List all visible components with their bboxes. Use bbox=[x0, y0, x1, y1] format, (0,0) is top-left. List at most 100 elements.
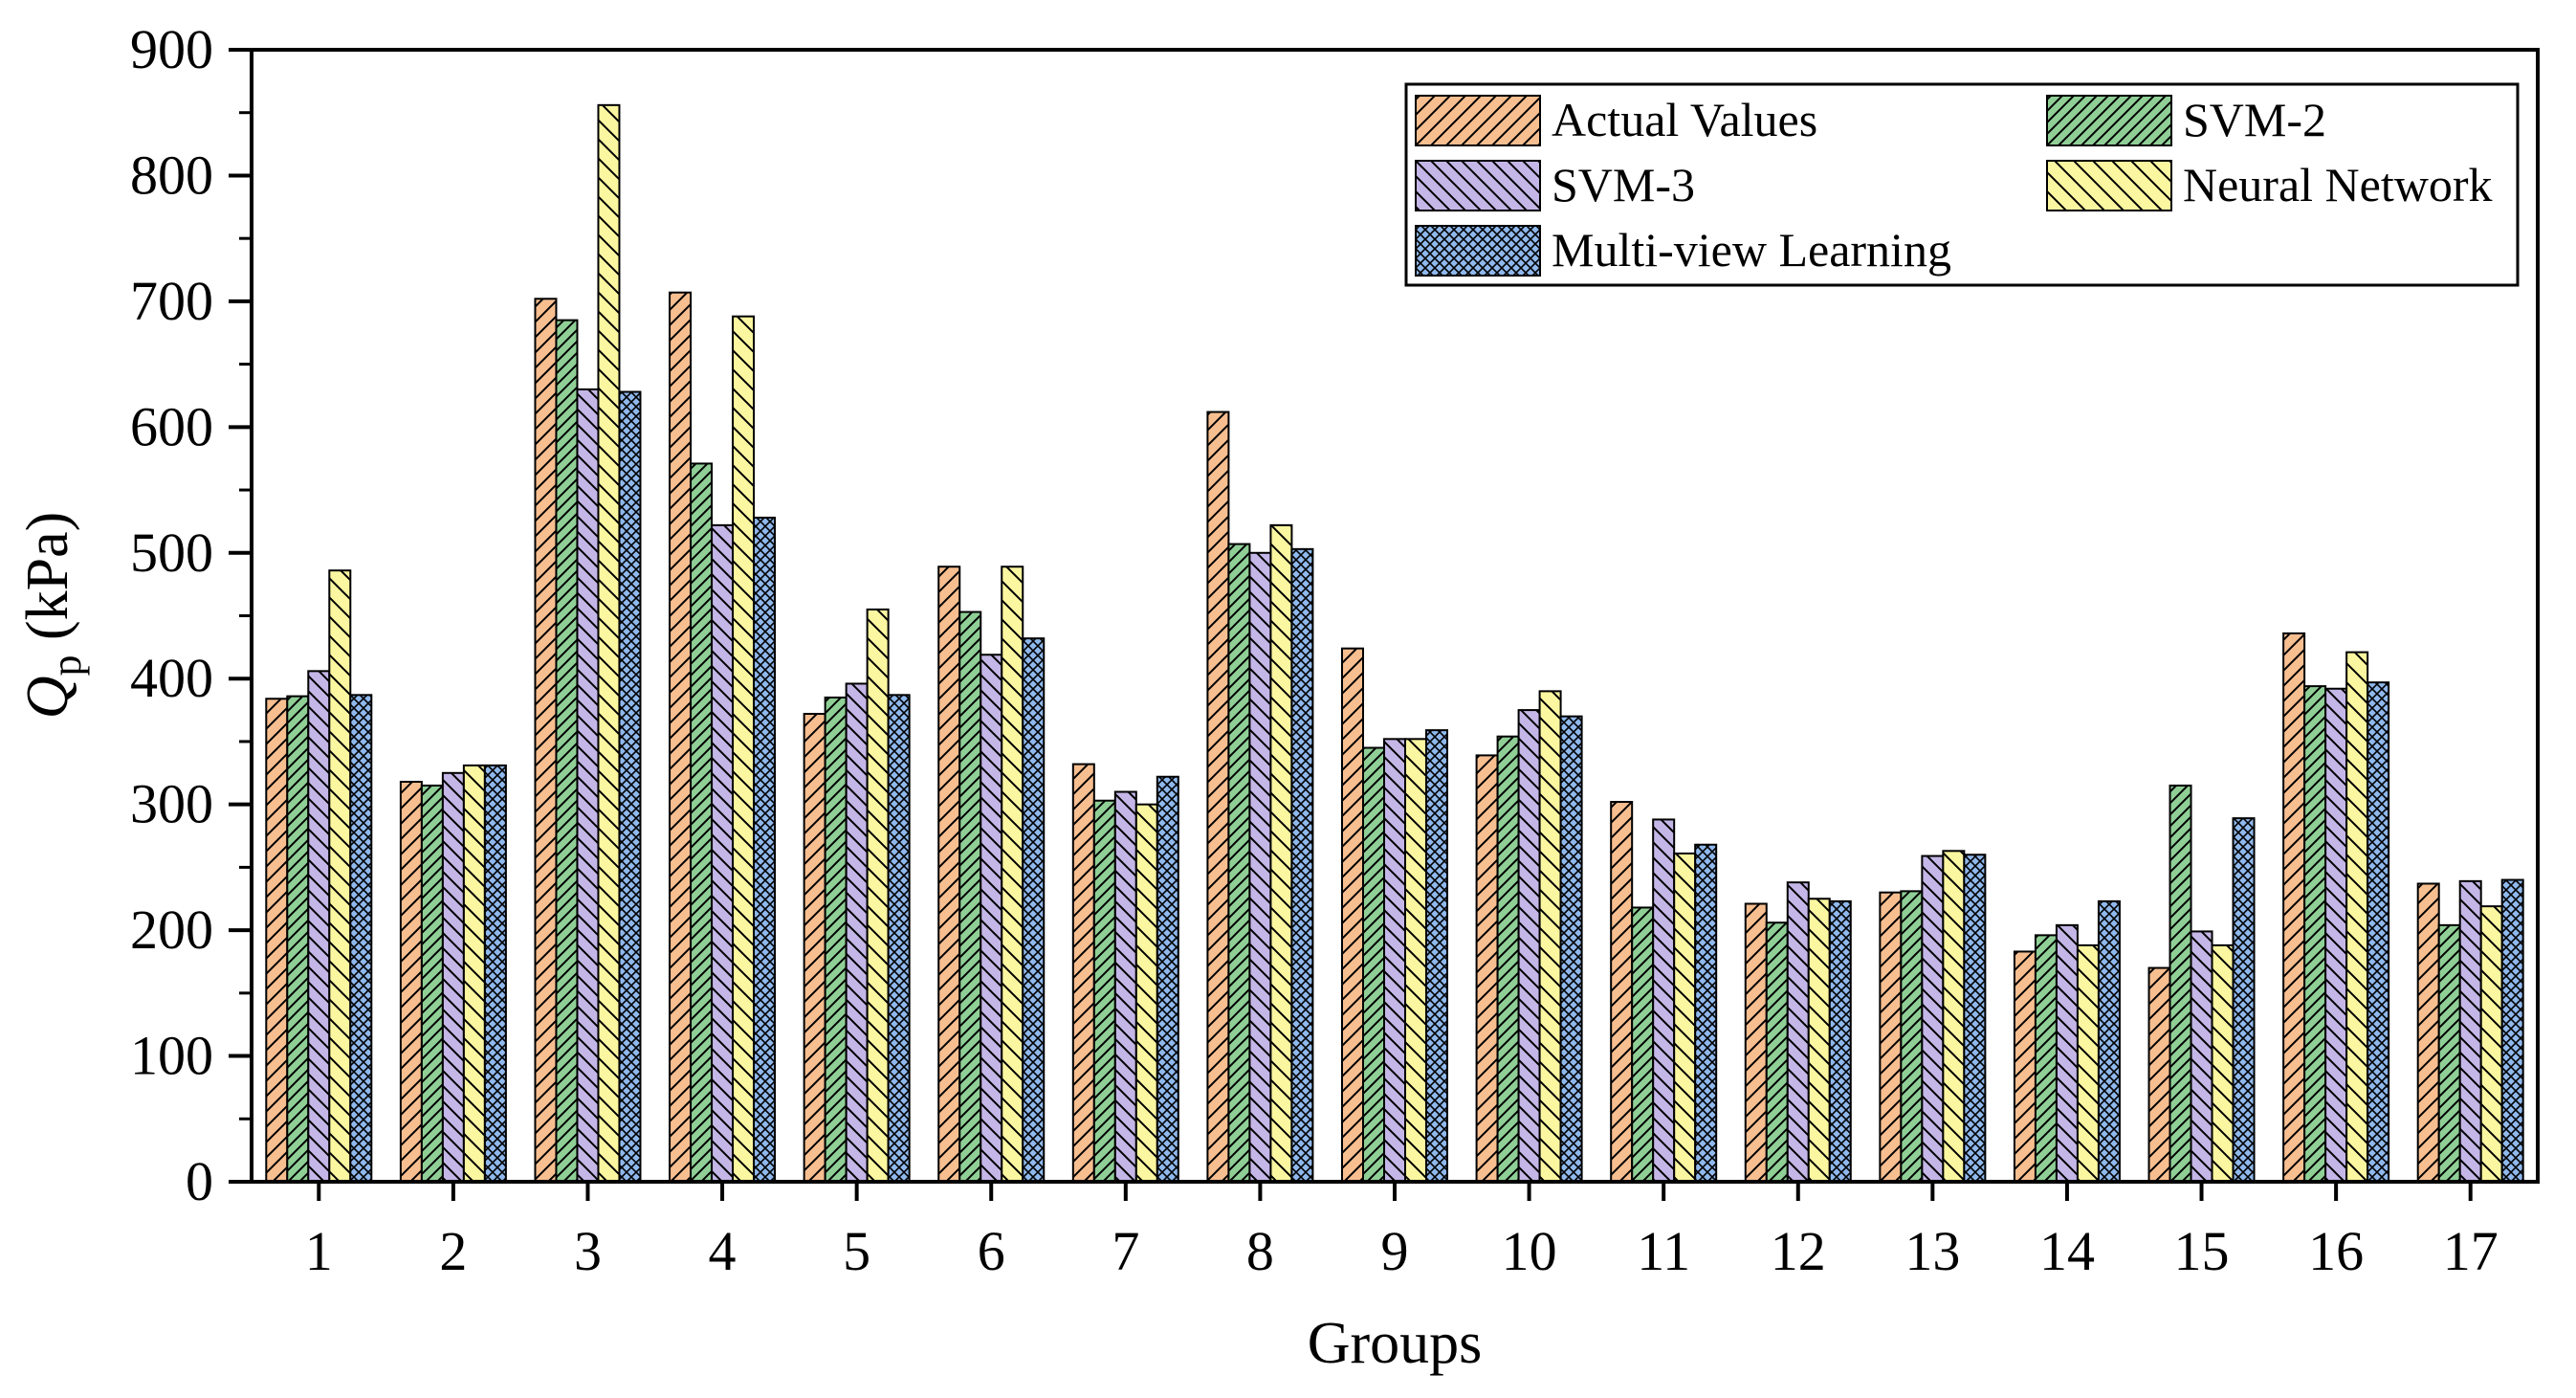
x-tick-label-8: 8 bbox=[1246, 1220, 1274, 1282]
bar-actual-values-group-7-hatch bbox=[1071, 763, 1095, 1183]
bar-svm-2-group-5-hatch bbox=[824, 696, 848, 1183]
y-tick-label-700: 700 bbox=[130, 270, 213, 332]
bar-svm-2-group-2-hatch bbox=[420, 784, 444, 1183]
bar-svm-3-group-14-hatch bbox=[2055, 923, 2079, 1183]
bar-actual-values-group-14-hatch bbox=[2013, 950, 2037, 1183]
y-tick-label-600: 600 bbox=[130, 395, 213, 457]
bar-svm-2-group-8-hatch bbox=[1227, 543, 1251, 1183]
legend-label-svm-2: SVM-2 bbox=[2183, 93, 2326, 146]
x-axis-label: Groups bbox=[1308, 1311, 1483, 1376]
bar-svm-3-group-3-hatch bbox=[576, 388, 600, 1183]
legend-swatch-svm-3-hatch bbox=[1415, 160, 1541, 211]
bar-multi-view-learning-group-13-hatch bbox=[1963, 854, 1987, 1183]
x-tick-label-1: 1 bbox=[305, 1220, 333, 1282]
bar-actual-values-group-16-hatch bbox=[2282, 632, 2306, 1183]
bar-neural-network-group-10-hatch bbox=[1538, 690, 1562, 1183]
bar-actual-values-group-3-hatch bbox=[534, 298, 558, 1183]
legend-box bbox=[1404, 82, 2520, 287]
bar-svm-3-group-13-hatch bbox=[1921, 854, 1945, 1183]
bar-neural-network-group-12-hatch bbox=[1807, 898, 1831, 1183]
bar-actual-values-group-8-hatch bbox=[1206, 411, 1230, 1183]
bar-multi-view-learning-group-11-hatch bbox=[1694, 843, 1718, 1183]
bar-svm-2-group-4-hatch bbox=[690, 462, 714, 1183]
legend: Actual Values SVM-2 SVM-3 Neural Network Mul… bbox=[1404, 82, 2520, 287]
y-axis-label-unit: (kPa) bbox=[15, 512, 80, 655]
x-tick-label-17: 17 bbox=[2443, 1220, 2499, 1282]
bar-svm-3-group-2-hatch bbox=[441, 771, 465, 1183]
bar-multi-view-learning-group-3-hatch bbox=[618, 390, 642, 1184]
bar-svm-2-group-13-hatch bbox=[1900, 890, 1924, 1183]
bar-svm-2-group-9-hatch bbox=[1362, 746, 1385, 1183]
legend-label-multi-view-learning: Multi-view Learning bbox=[1552, 223, 1951, 277]
bar-actual-values-group-6-hatch bbox=[937, 566, 961, 1183]
x-tick-label-10: 10 bbox=[1502, 1220, 1557, 1282]
x-tick-label-12: 12 bbox=[1771, 1220, 1826, 1282]
bar-svm-2-group-1-hatch bbox=[286, 695, 310, 1183]
bar-actual-values-group-5-hatch bbox=[803, 713, 826, 1183]
y-axis-label: Qp (kPa) bbox=[15, 512, 90, 720]
x-tick-label-13: 13 bbox=[1904, 1220, 1960, 1282]
bar-svm-3-group-15-hatch bbox=[2190, 930, 2213, 1183]
y-tick-label-0: 0 bbox=[186, 1150, 213, 1212]
x-tick-label-11: 11 bbox=[1637, 1220, 1690, 1282]
bar-multi-view-learning-group-14-hatch bbox=[2097, 899, 2121, 1184]
bar-svm-3-group-4-hatch bbox=[711, 523, 735, 1183]
x-tick-label-2: 2 bbox=[439, 1220, 467, 1282]
legend-swatch-actual-values-hatch bbox=[1415, 95, 1541, 146]
bar-multi-view-learning-group-17-hatch bbox=[2500, 878, 2524, 1183]
bar-neural-network-group-8-hatch bbox=[1269, 523, 1293, 1183]
legend-swatch-multi-view-learning-hatch bbox=[1415, 225, 1541, 277]
bar-actual-values-group-13-hatch bbox=[1879, 891, 1903, 1184]
y-tick-label-500: 500 bbox=[130, 521, 213, 584]
x-tick-label-15: 15 bbox=[2174, 1220, 2230, 1282]
bar-svm-2-group-11-hatch bbox=[1631, 906, 1655, 1183]
bar-svm-2-group-12-hatch bbox=[1765, 921, 1789, 1183]
bar-multi-view-learning-group-1-hatch bbox=[349, 694, 373, 1183]
bar-multi-view-learning-group-10-hatch bbox=[1559, 715, 1583, 1184]
bar-svm-3-group-9-hatch bbox=[1383, 738, 1406, 1183]
y-tick-label-200: 200 bbox=[130, 899, 213, 961]
bar-multi-view-learning-group-2-hatch bbox=[483, 764, 507, 1183]
bar-svm-3-group-6-hatch bbox=[980, 654, 1003, 1183]
x-axis: 1 2 3 4 5 6 7 8 9 10 11 12 13 14 15 16 17 bbox=[305, 1182, 2499, 1282]
bar-actual-values-group-9-hatch bbox=[1341, 647, 1364, 1183]
bar-actual-values-group-17-hatch bbox=[2416, 882, 2440, 1184]
bar-multi-view-learning-group-7-hatch bbox=[1156, 775, 1179, 1183]
bar-svm-2-group-16-hatch bbox=[2303, 685, 2327, 1183]
bar-neural-network-group-6-hatch bbox=[1001, 566, 1024, 1183]
legend-label-actual-values: Actual Values bbox=[1552, 93, 1817, 146]
bar-actual-values-group-1-hatch bbox=[265, 698, 289, 1184]
bar-svm-3-group-16-hatch bbox=[2324, 687, 2348, 1183]
bar-multi-view-learning-group-15-hatch bbox=[2232, 817, 2256, 1183]
bar-neural-network-group-17-hatch bbox=[2479, 905, 2503, 1183]
legend-swatch-neural-network-hatch bbox=[2046, 160, 2172, 211]
y-tick-label-800: 800 bbox=[130, 144, 213, 206]
bar-actual-values-group-12-hatch bbox=[1744, 902, 1768, 1183]
bar-svm-3-group-17-hatch bbox=[2458, 879, 2482, 1183]
bar-neural-network-group-11-hatch bbox=[1673, 852, 1697, 1183]
bar-svm-2-group-6-hatch bbox=[958, 610, 982, 1183]
bar-svm-2-group-17-hatch bbox=[2437, 923, 2461, 1183]
bar-neural-network-group-1-hatch bbox=[328, 569, 352, 1183]
bar-svm-3-group-11-hatch bbox=[1652, 818, 1676, 1183]
bar-neural-network-group-15-hatch bbox=[2211, 943, 2235, 1184]
bar-multi-view-learning-group-12-hatch bbox=[1828, 899, 1852, 1184]
bar-neural-network-group-14-hatch bbox=[2076, 943, 2100, 1184]
y-axis-label-main: Q bbox=[15, 677, 80, 720]
bar-neural-network-group-9-hatch bbox=[1404, 738, 1427, 1183]
bar-multi-view-learning-group-4-hatch bbox=[753, 516, 777, 1183]
bar-actual-values-group-11-hatch bbox=[1610, 801, 1634, 1183]
bar-svm-3-group-7-hatch bbox=[1113, 790, 1137, 1183]
x-tick-label-14: 14 bbox=[2039, 1220, 2095, 1282]
bar-neural-network-group-13-hatch bbox=[1942, 850, 1966, 1183]
bar-neural-network-group-3-hatch bbox=[597, 103, 621, 1183]
bar-multi-view-learning-group-9-hatch bbox=[1425, 729, 1448, 1183]
y-axis-label-sub: p bbox=[43, 655, 90, 677]
bar-actual-values-group-4-hatch bbox=[669, 291, 693, 1183]
bar-neural-network-group-5-hatch bbox=[866, 608, 890, 1183]
x-tick-label-16: 16 bbox=[2308, 1220, 2364, 1282]
y-tick-label-400: 400 bbox=[130, 647, 213, 709]
y-tick-label-900: 900 bbox=[130, 18, 213, 80]
